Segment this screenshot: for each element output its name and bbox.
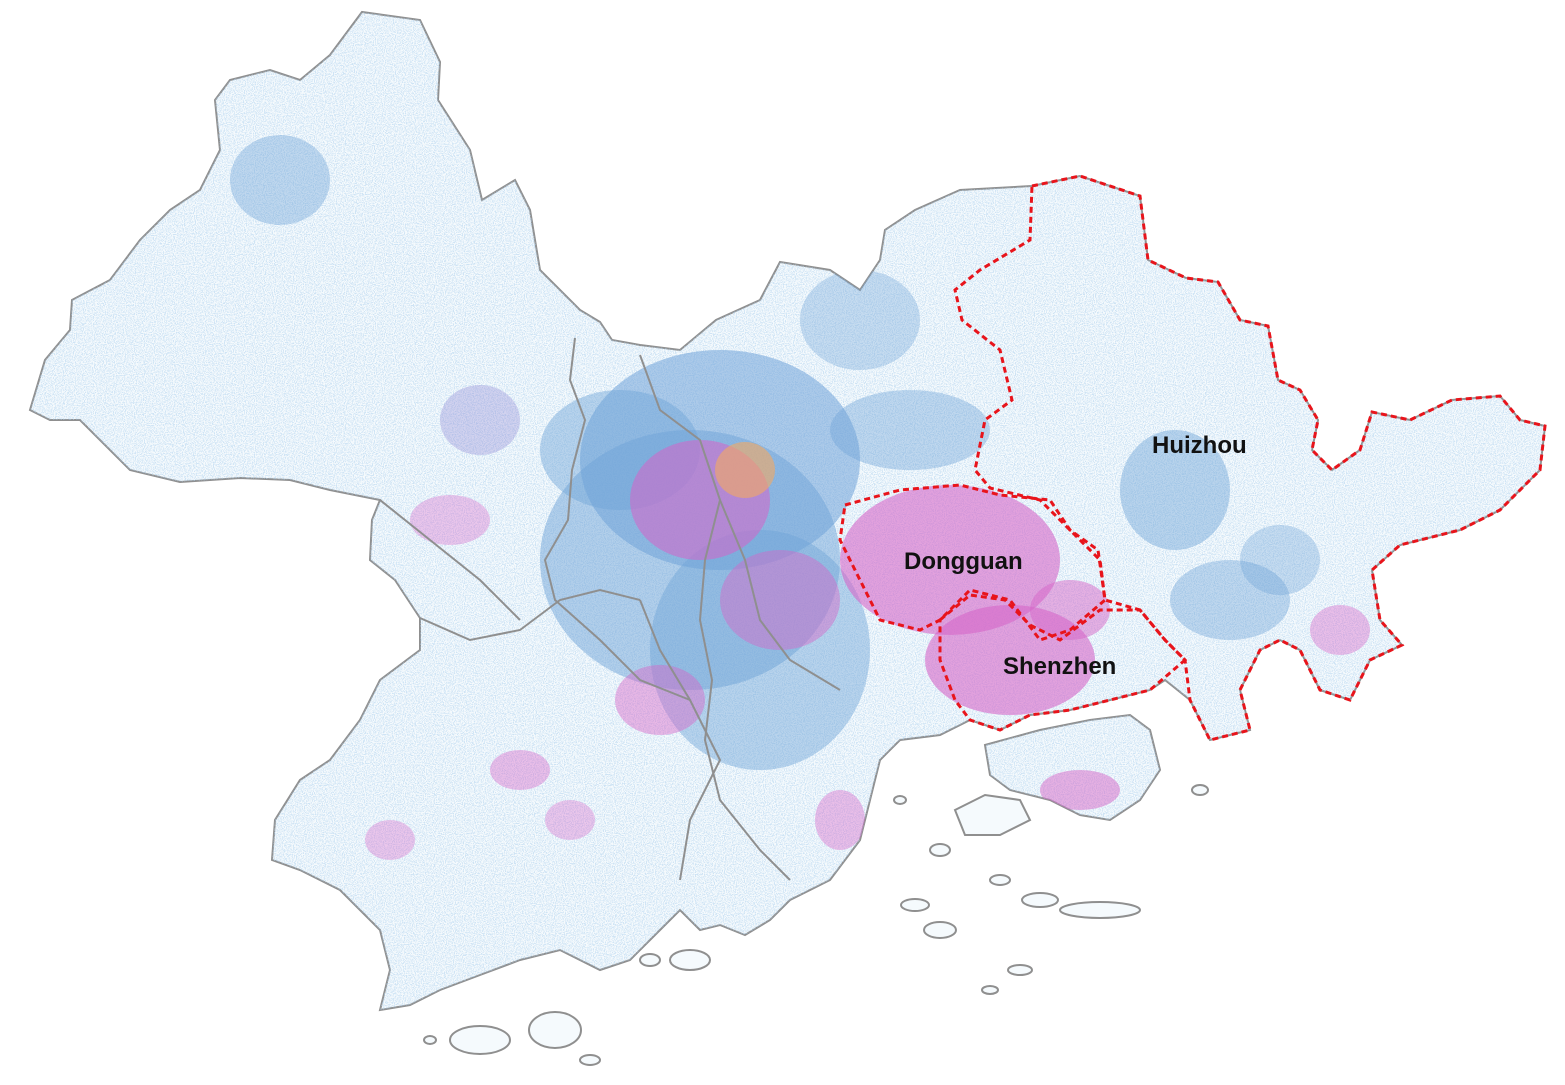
density-cluster (800, 270, 920, 370)
density-cluster (715, 442, 775, 498)
border-segment (543, 337, 691, 701)
highlighted-city-borders (838, 174, 1547, 742)
border-segment (419, 588, 641, 642)
lantau-island-outline (953, 793, 1032, 836)
islands (423, 784, 1209, 1066)
density-cluster (490, 750, 550, 790)
density-cluster (830, 390, 990, 470)
density-cluster (1240, 525, 1320, 595)
border-segment (639, 354, 841, 691)
island (528, 1011, 582, 1049)
density-cluster (650, 530, 870, 770)
border-segment (379, 499, 521, 621)
density-cluster (410, 495, 490, 545)
island (423, 1035, 437, 1045)
island (449, 1025, 511, 1055)
density-cluster (815, 790, 865, 850)
dongguan-border (838, 483, 1107, 642)
density-cluster (365, 820, 415, 860)
density-cluster (1040, 770, 1120, 810)
island (923, 921, 957, 939)
island (900, 898, 930, 912)
density-clusters (230, 135, 1370, 860)
island (639, 953, 661, 967)
border-segment (639, 599, 722, 881)
island (1021, 892, 1059, 908)
density-cluster (615, 665, 705, 735)
density-cluster (545, 800, 595, 840)
prefecture-borders (379, 337, 841, 881)
island (893, 795, 907, 805)
island (981, 985, 999, 995)
shenzhen-border (938, 593, 1188, 732)
island (989, 874, 1011, 886)
island (1007, 964, 1033, 976)
island (669, 949, 711, 971)
island (1191, 784, 1209, 796)
island (1059, 901, 1141, 919)
density-cluster (720, 550, 840, 650)
density-cluster (1030, 580, 1110, 640)
island (929, 843, 951, 857)
density-cluster (1170, 560, 1290, 640)
density-cluster (230, 135, 330, 225)
density-cluster (1120, 430, 1230, 550)
border-segment (698, 499, 791, 881)
density-cluster (440, 385, 520, 455)
density-cluster (1310, 605, 1370, 655)
island (579, 1054, 601, 1066)
